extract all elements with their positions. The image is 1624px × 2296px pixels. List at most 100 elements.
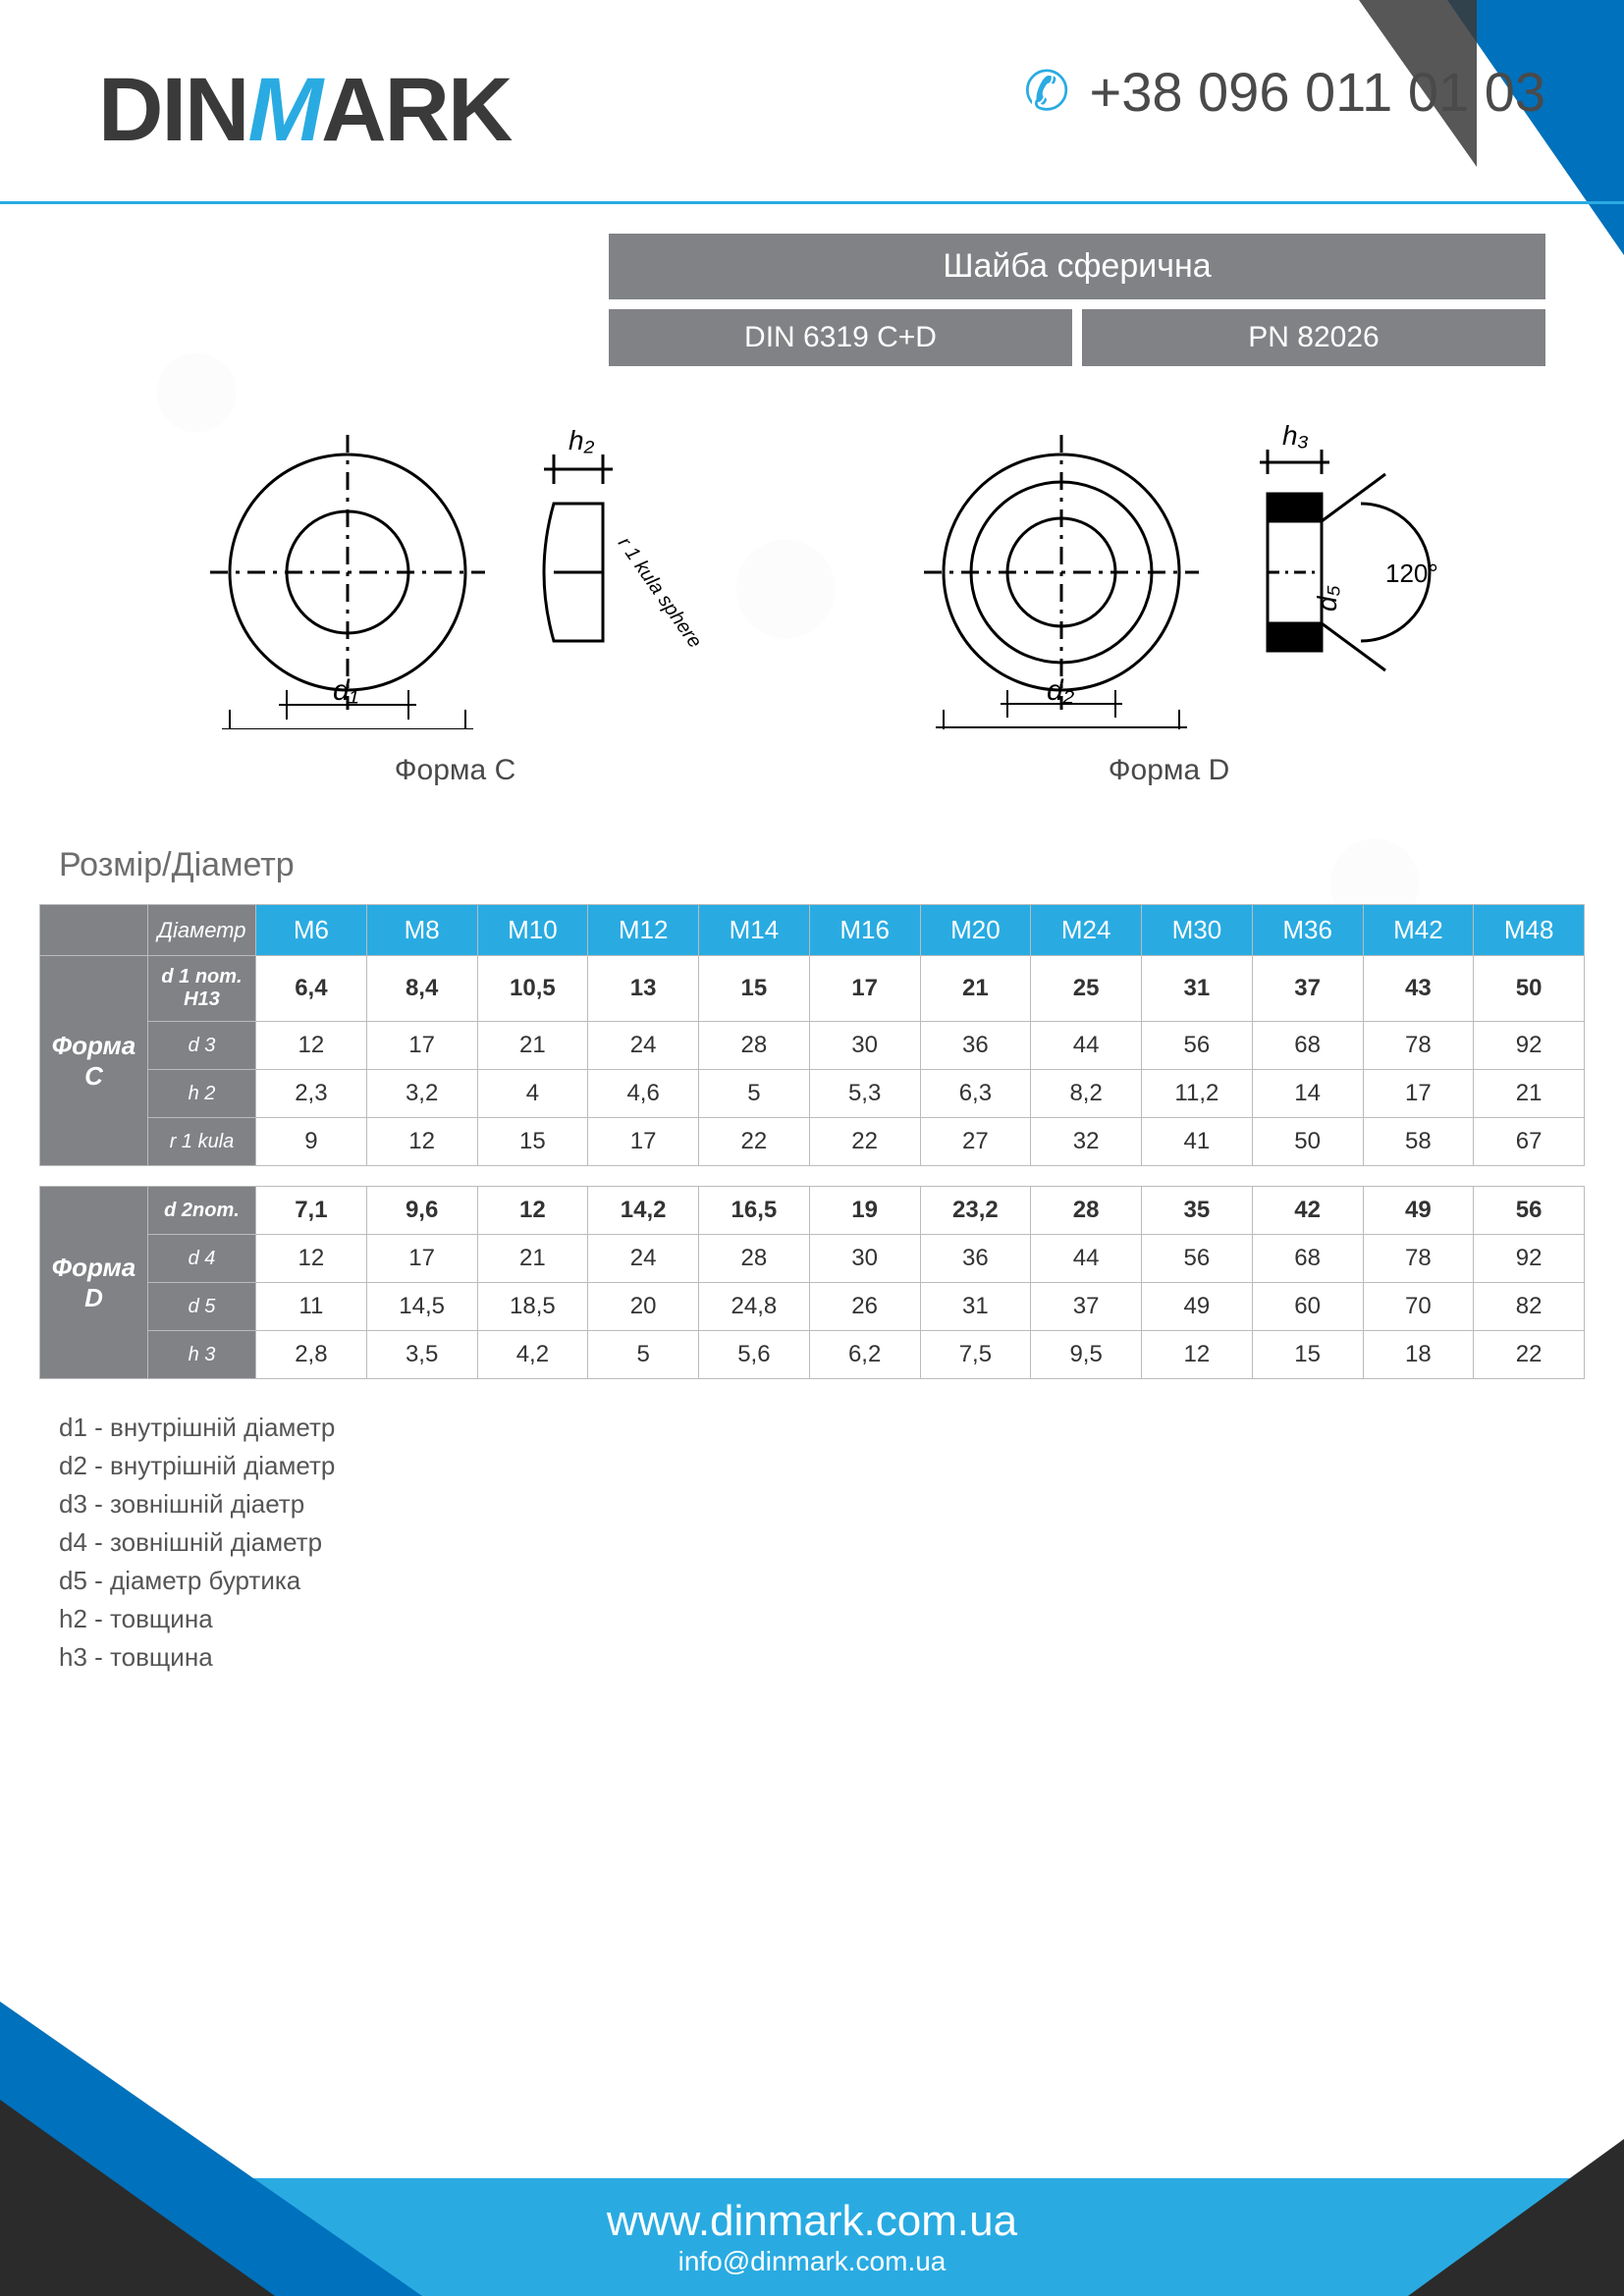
- table-cell: 43: [1363, 956, 1474, 1022]
- table-cell: 10,5: [477, 956, 588, 1022]
- label-d5: d₅: [1312, 585, 1342, 612]
- legend-line: d2 - внутрішній діаметр: [59, 1447, 1565, 1485]
- table-cell: 9,6: [366, 1187, 477, 1235]
- table-cell: 21: [1474, 1070, 1585, 1118]
- table-cell: 5,6: [699, 1331, 810, 1379]
- table-cell: 17: [588, 1118, 699, 1166]
- table-cell: 24: [588, 1235, 699, 1283]
- legend-line: d3 - зовнішній діаетр: [59, 1485, 1565, 1523]
- table-cell: 2,8: [256, 1331, 367, 1379]
- table-cell: 14,2: [588, 1187, 699, 1235]
- header-size: M24: [1031, 905, 1142, 956]
- title-standard-left: DIN 6319 C+D: [609, 309, 1072, 366]
- table-cell: 25: [1031, 956, 1142, 1022]
- table-cell: 24: [588, 1022, 699, 1070]
- table-cell: 3,5: [366, 1331, 477, 1379]
- table-cell: 92: [1474, 1022, 1585, 1070]
- table-cell: 11,2: [1142, 1070, 1253, 1118]
- legend-line: d5 - діаметр буртика: [59, 1562, 1565, 1600]
- label-h3: h₃: [1282, 420, 1309, 451]
- footer-mail: info@dinmark.com.ua: [678, 2246, 947, 2277]
- table-cell: 44: [1031, 1235, 1142, 1283]
- table-cell: 22: [699, 1118, 810, 1166]
- label-d2: d₂: [1047, 674, 1075, 707]
- header-size: M16: [809, 905, 920, 956]
- table-cell: 31: [1142, 956, 1253, 1022]
- legend: d1 - внутрішній діаметрd2 - внутрішній д…: [59, 1409, 1565, 1677]
- legend-line: h3 - товщина: [59, 1638, 1565, 1677]
- label-r: r 1 kula sphere: [613, 533, 705, 652]
- footer: www.dinmark.com.ua info@dinmark.com.ua: [0, 2139, 1624, 2296]
- table-cell: 5: [588, 1331, 699, 1379]
- footer-triangle-dark: [0, 2100, 275, 2296]
- table-cell: 22: [1474, 1331, 1585, 1379]
- table-cell: 22: [809, 1118, 920, 1166]
- phone: ✆ +38 096 011 01 03: [1024, 59, 1545, 124]
- table-cell: 58: [1363, 1118, 1474, 1166]
- footer-url: www.dinmark.com.ua: [607, 2197, 1017, 2246]
- table-cell: 16,5: [699, 1187, 810, 1235]
- table-cell: 5: [699, 1070, 810, 1118]
- table-cell: 37: [1252, 956, 1363, 1022]
- header-size: M10: [477, 905, 588, 956]
- spec-table-wrap: ДіаметрM6M8M10M12M14M16M20M24M30M36M42M4…: [39, 904, 1585, 1379]
- table-cell: 7,1: [256, 1187, 367, 1235]
- row-label: d 4: [148, 1235, 256, 1283]
- table-cell: 56: [1474, 1187, 1585, 1235]
- group-label: Форма C: [40, 956, 148, 1166]
- table-cell: 41: [1142, 1118, 1253, 1166]
- table-cell: 78: [1363, 1235, 1474, 1283]
- table-cell: 56: [1142, 1235, 1253, 1283]
- header-size: M14: [699, 905, 810, 956]
- table-cell: 37: [1031, 1283, 1142, 1331]
- table-cell: 19: [809, 1187, 920, 1235]
- table-cell: 21: [477, 1235, 588, 1283]
- label-d3: d₃: [333, 728, 361, 729]
- table-cell: 30: [809, 1235, 920, 1283]
- table-cell: 17: [1363, 1070, 1474, 1118]
- header-size: M42: [1363, 905, 1474, 956]
- table-cell: 18: [1363, 1331, 1474, 1379]
- title-standard-right: PN 82026: [1082, 309, 1545, 366]
- logo-text-pre: DIN: [98, 60, 247, 160]
- row-label: d 5: [148, 1283, 256, 1331]
- table-cell: 60: [1252, 1283, 1363, 1331]
- table-cell: 70: [1363, 1283, 1474, 1331]
- footer-triangle-right: [1408, 2139, 1624, 2296]
- header-size: M8: [366, 905, 477, 956]
- diagram-form-d-svg: h₃ 120° d₅ d₂ d₄: [894, 415, 1444, 729]
- row-label: d 3: [148, 1022, 256, 1070]
- table-cell: 24,8: [699, 1283, 810, 1331]
- label-d4: d₄: [1047, 726, 1075, 729]
- table-cell: 56: [1142, 1022, 1253, 1070]
- table-cell: 13: [588, 956, 699, 1022]
- table-cell: 32: [1031, 1118, 1142, 1166]
- header-diameter-label: Діаметр: [148, 905, 256, 956]
- logo-text-post: ARK: [321, 60, 511, 160]
- table-cell: 4,6: [588, 1070, 699, 1118]
- title-main: Шайба сферична: [609, 234, 1545, 299]
- table-cell: 9,5: [1031, 1331, 1142, 1379]
- table-cell: 28: [699, 1022, 810, 1070]
- table-cell: 35: [1142, 1187, 1253, 1235]
- table-cell: 50: [1474, 956, 1585, 1022]
- table-cell: 44: [1031, 1022, 1142, 1070]
- logo-text-m: M: [247, 60, 321, 160]
- table-cell: 18,5: [477, 1283, 588, 1331]
- header-size: M36: [1252, 905, 1363, 956]
- table-cell: 12: [366, 1118, 477, 1166]
- table-cell: 5,3: [809, 1070, 920, 1118]
- header-rule: [0, 201, 1624, 204]
- table-cell: 3,2: [366, 1070, 477, 1118]
- table-cell: 17: [809, 956, 920, 1022]
- table-cell: 27: [920, 1118, 1031, 1166]
- table-cell: 11: [256, 1283, 367, 1331]
- table-cell: 21: [477, 1022, 588, 1070]
- diagram-form-d: h₃ 120° d₅ d₂ d₄ Форма D: [894, 415, 1444, 787]
- table-cell: 49: [1142, 1283, 1253, 1331]
- header-size: M12: [588, 905, 699, 956]
- label-angle: 120°: [1385, 559, 1438, 588]
- diagram-form-d-label: Форма D: [894, 754, 1444, 787]
- table-cell: 14: [1252, 1070, 1363, 1118]
- diagram-form-c-svg: h₂ r 1 kula sphere d₁ d₃: [181, 415, 731, 729]
